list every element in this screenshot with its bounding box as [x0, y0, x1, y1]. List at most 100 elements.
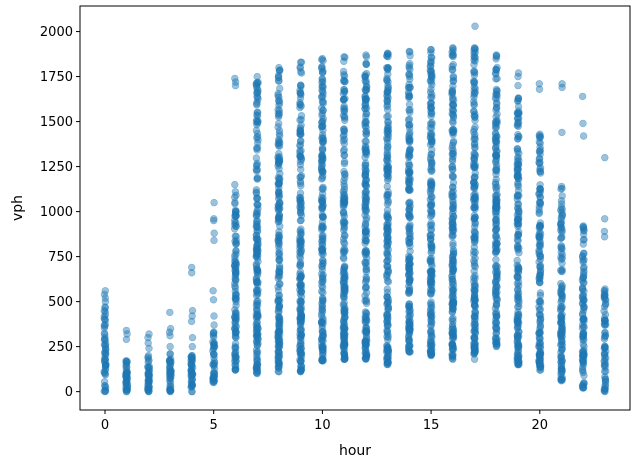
data-point [144, 377, 152, 385]
data-point [253, 85, 261, 93]
data-point [101, 361, 110, 370]
data-point [254, 325, 262, 333]
data-point [252, 231, 261, 240]
data-point [167, 382, 175, 391]
data-point [252, 301, 261, 309]
data-point [101, 356, 110, 364]
data-point [231, 261, 239, 270]
data-point [166, 342, 174, 351]
data-point [580, 235, 588, 244]
data-point [427, 57, 435, 65]
data-point [166, 358, 174, 366]
data-point [340, 159, 349, 168]
data-point [253, 350, 261, 359]
data-point [362, 130, 371, 138]
data-point [253, 111, 262, 120]
data-point [145, 369, 153, 378]
data-point [167, 367, 175, 375]
data-point [275, 335, 283, 344]
data-point [188, 352, 196, 360]
data-point [405, 153, 413, 161]
data-point [231, 258, 239, 266]
data-point [123, 369, 132, 377]
data-point [122, 377, 131, 385]
data-point [210, 374, 218, 382]
data-point [252, 231, 261, 240]
data-point [210, 328, 218, 336]
data-point [254, 238, 262, 246]
data-point [405, 47, 413, 56]
data-point [252, 161, 261, 170]
data-point [362, 207, 370, 216]
data-point [230, 262, 239, 270]
data-point [252, 276, 261, 284]
data-point [339, 301, 347, 309]
data-point [210, 329, 218, 337]
data-point [188, 312, 196, 320]
data-point [252, 245, 261, 253]
data-point [252, 81, 260, 89]
data-point [253, 175, 262, 183]
data-point [232, 222, 240, 230]
data-point [253, 266, 261, 274]
data-point [253, 299, 261, 308]
data-point [361, 104, 369, 113]
data-point [296, 137, 305, 146]
data-point [318, 211, 326, 219]
data-point [253, 369, 261, 377]
data-point [123, 369, 131, 377]
data-point [232, 328, 240, 337]
data-point [144, 383, 153, 392]
data-point [122, 378, 130, 386]
data-point [297, 357, 305, 365]
data-point [579, 309, 587, 318]
data-point [231, 321, 240, 330]
data-point [470, 128, 478, 136]
data-point [231, 309, 240, 317]
data-point [145, 362, 153, 370]
data-point [232, 207, 240, 216]
data-point [187, 353, 196, 361]
data-point [253, 360, 262, 368]
data-point [253, 175, 261, 183]
data-point [426, 257, 434, 265]
data-point [101, 352, 109, 361]
data-point [145, 364, 154, 372]
data-point [578, 321, 587, 329]
data-point [231, 343, 239, 351]
data-point [122, 383, 130, 391]
data-point [426, 140, 435, 149]
data-point [579, 359, 587, 368]
y-tick-label: 500 [48, 295, 73, 310]
data-point [100, 314, 109, 323]
data-point [122, 369, 131, 378]
data-point [579, 274, 587, 282]
data-point [253, 301, 262, 309]
data-point [340, 244, 348, 253]
data-point [406, 199, 414, 208]
data-point [145, 383, 154, 391]
data-point [253, 279, 261, 287]
data-point [318, 262, 327, 271]
data-point [100, 341, 109, 349]
data-point [101, 320, 110, 329]
data-point [210, 198, 218, 207]
data-point [363, 214, 371, 222]
data-point [231, 324, 239, 333]
data-point [253, 341, 262, 349]
data-point [231, 200, 239, 208]
data-point [145, 367, 154, 375]
data-point [276, 199, 284, 207]
data-point [231, 333, 240, 341]
data-point [232, 222, 240, 231]
data-point [166, 377, 174, 385]
data-point [209, 347, 217, 355]
data-point [406, 247, 414, 256]
data-point [100, 369, 109, 377]
data-point [558, 254, 566, 262]
data-point [209, 369, 218, 377]
data-point [101, 371, 110, 379]
data-point [231, 261, 239, 269]
data-point [557, 298, 565, 306]
data-point [254, 339, 262, 347]
